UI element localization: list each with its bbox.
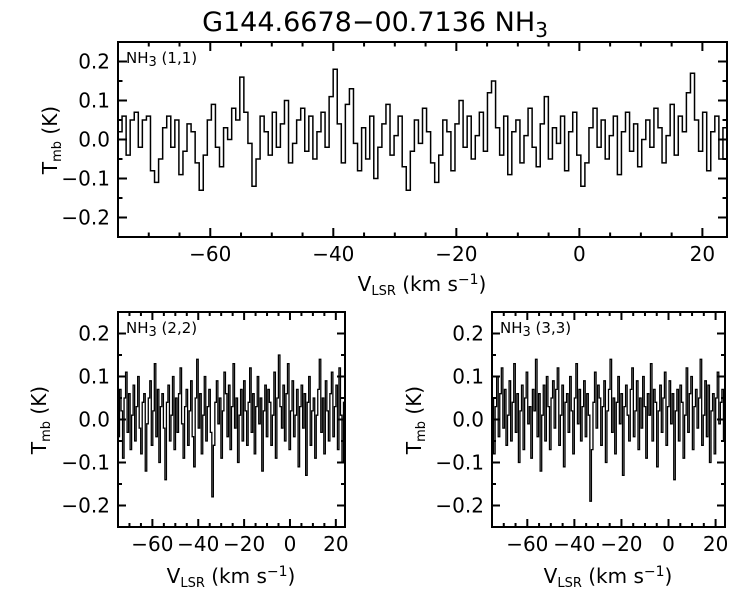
y-tick-label: 0.1 xyxy=(452,365,484,389)
y-tick-label: −0.1 xyxy=(61,451,110,475)
y-tick-label: 0.0 xyxy=(78,128,110,152)
spectrum-line xyxy=(492,358,725,502)
y-tick-label: −0.2 xyxy=(61,206,110,230)
x-tick-label: −60 xyxy=(189,242,231,266)
panel-nh3-22-label: NH3 (2,2) xyxy=(126,319,197,340)
y-axis-label-bottom-left: Tmb (K) xyxy=(27,386,54,455)
y-tick-label: 0.0 xyxy=(78,408,110,432)
figure-title: G144.6678−00.7136 NH3 xyxy=(202,7,548,42)
x-axis-label-bottom-left: VLSR (km s−1) xyxy=(167,564,296,591)
y-axis-label-bottom-right: Tmb (K) xyxy=(402,386,429,455)
x-tick-label: −40 xyxy=(177,532,219,556)
y-axis-label-top: Tmb (K) xyxy=(38,106,65,175)
y-tick-label: −0.1 xyxy=(435,451,484,475)
y-tick-label: −0.2 xyxy=(435,494,484,518)
y-tick-label: −0.1 xyxy=(61,167,110,191)
panel-nh3-33-label: NH3 (3,3) xyxy=(500,319,571,340)
panel-nh3-11-label: NH3 (1,1) xyxy=(126,49,197,70)
x-tick-label: −40 xyxy=(553,532,595,556)
y-tick-label: 0.2 xyxy=(78,50,110,74)
x-tick-label: −60 xyxy=(506,532,548,556)
x-tick-label: −20 xyxy=(600,532,642,556)
x-tick-label: −20 xyxy=(435,242,477,266)
y-tick-label: 0.1 xyxy=(78,89,110,113)
x-axis-label-top: VLSR (km s−1) xyxy=(358,272,487,299)
x-axis-label-bottom-right: VLSR (km s−1) xyxy=(544,564,673,591)
x-tick-label: 0 xyxy=(662,532,675,556)
y-tick-label: 0.2 xyxy=(452,322,484,346)
x-tick-label: 20 xyxy=(323,532,348,556)
y-tick-label: −0.2 xyxy=(61,494,110,518)
spectrum-line xyxy=(118,68,727,191)
y-tick-label: 0.2 xyxy=(78,322,110,346)
y-tick-label: 0.0 xyxy=(452,408,484,432)
y-tick-label: 0.1 xyxy=(78,365,110,389)
x-tick-label: 20 xyxy=(690,242,715,266)
panel-nh3-11-plot: −60 −40 −20 0 20 0.2 0.1 0.0 −0.1 −0.2 xyxy=(61,41,728,266)
x-tick-label: 0 xyxy=(573,242,586,266)
panel-nh3-22-plot: −60 −40 −20 0 20 0.2 0.1 0.0 −0.1 −0.2 xyxy=(61,311,349,556)
spectrum-line xyxy=(118,354,345,498)
panel-nh3-33-plot: −60 −40 −20 0 20 0.2 0.1 0.0 −0.1 −0.2 xyxy=(435,311,728,556)
x-tick-label: −60 xyxy=(131,532,173,556)
x-tick-label: 0 xyxy=(284,532,297,556)
x-tick-label: −40 xyxy=(312,242,354,266)
x-tick-label: −20 xyxy=(223,532,265,556)
x-tick-label: 20 xyxy=(703,532,728,556)
axis-box xyxy=(491,311,726,528)
